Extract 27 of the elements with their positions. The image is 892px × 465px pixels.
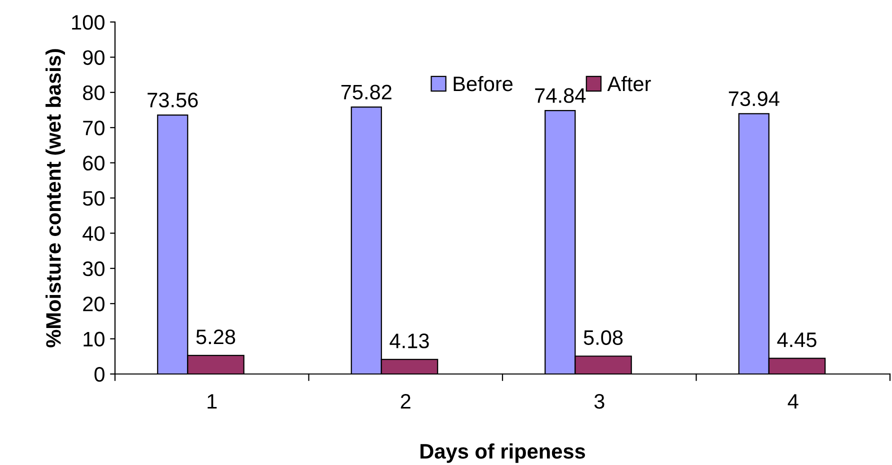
y-tick-label: 70: [83, 120, 104, 136]
y-tick-label: 20: [83, 296, 104, 312]
data-label: 4.45: [777, 332, 816, 348]
x-tick-label: 2: [400, 394, 410, 409]
x-tick-label: 3: [594, 394, 604, 409]
y-tick-label: 100: [72, 15, 104, 30]
y-tick-label: 0: [94, 367, 104, 382]
y-tick-label: 50: [82, 191, 104, 206]
data-label: 5.28: [196, 330, 236, 344]
data-label: 73.56: [148, 92, 198, 108]
x-tick-label: 4: [788, 394, 798, 409]
y-axis-title: %Moisture content (wet basis): [46, 49, 65, 348]
x-tick-label: 1: [208, 394, 217, 409]
data-label: 74.84: [535, 88, 586, 103]
legend-label: After: [607, 76, 651, 92]
y-tick-label: 30: [82, 261, 104, 276]
y-tick-label: 10: [84, 332, 104, 347]
data-label: 75.82: [341, 84, 392, 100]
y-tick-label: 90: [83, 50, 104, 65]
data-label: 4.13: [390, 334, 429, 348]
data-label: 73.94: [728, 91, 780, 106]
x-axis-title: Days of ripeness: [420, 443, 586, 463]
y-tick-label: 60: [83, 156, 104, 171]
y-tick-label: 40: [82, 226, 104, 241]
legend-label: Before: [454, 76, 513, 92]
data-label: 5.08: [584, 330, 623, 345]
y-tick-label: 80: [83, 85, 104, 100]
